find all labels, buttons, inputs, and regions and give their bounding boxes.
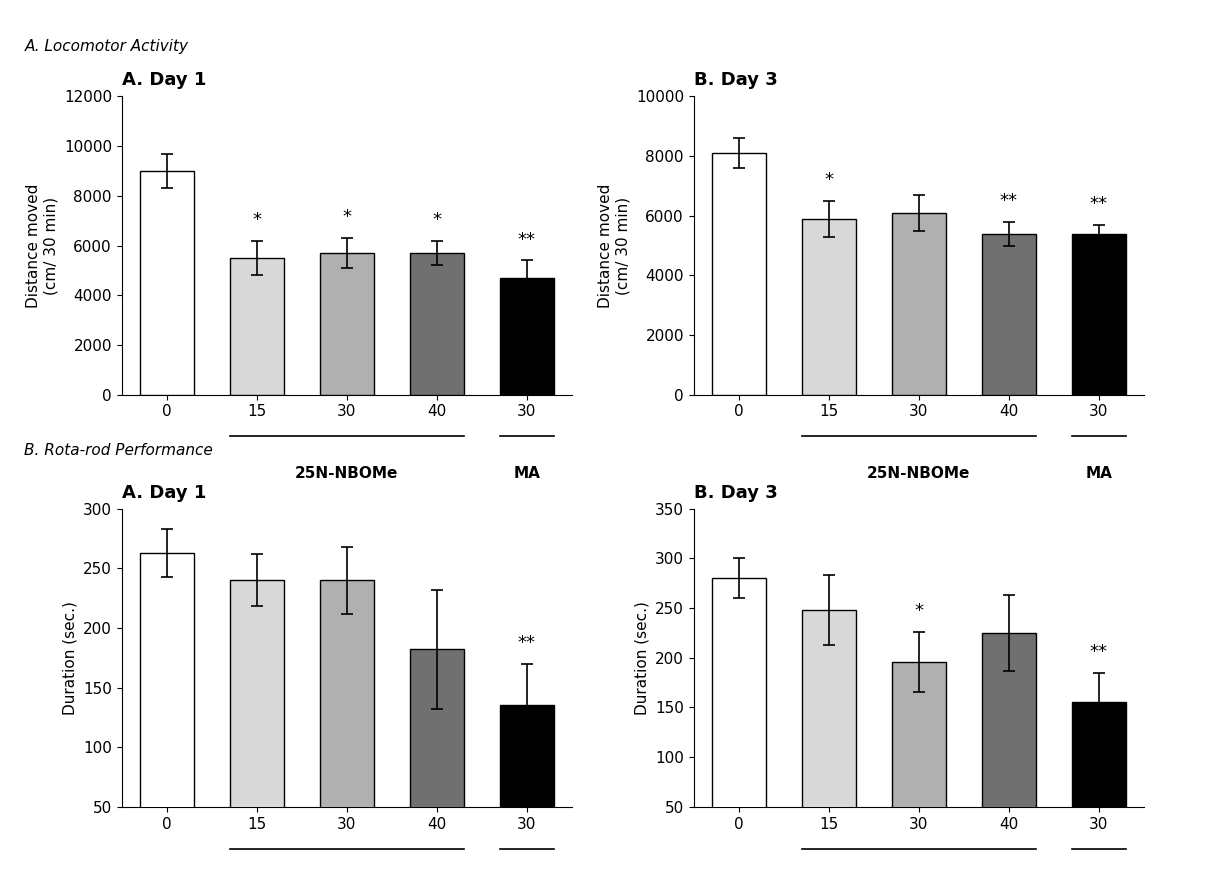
Bar — [982, 633, 1036, 857]
Text: MA: MA — [1086, 467, 1112, 481]
Bar — [320, 253, 374, 395]
Y-axis label: Distance moved
(cm/ 30 min): Distance moved (cm/ 30 min) — [26, 183, 58, 308]
Text: B. Day 3: B. Day 3 — [694, 71, 778, 89]
Bar — [982, 233, 1036, 395]
Text: B. Day 3: B. Day 3 — [694, 483, 778, 502]
Bar — [140, 171, 194, 395]
Text: **: ** — [1000, 192, 1017, 210]
Text: MA: MA — [514, 467, 540, 481]
Text: *: * — [914, 602, 924, 620]
Text: *: * — [432, 210, 442, 229]
Text: *: * — [252, 210, 262, 229]
Bar — [500, 278, 554, 395]
Bar — [712, 153, 765, 395]
Bar — [410, 649, 464, 866]
Text: **: ** — [518, 634, 535, 652]
Bar — [1072, 702, 1126, 857]
Bar — [1072, 233, 1126, 395]
Bar — [410, 253, 464, 395]
Y-axis label: Duration (sec.): Duration (sec.) — [634, 601, 650, 715]
Bar — [802, 610, 856, 857]
Text: A. Day 1: A. Day 1 — [122, 483, 206, 502]
Bar — [892, 213, 946, 395]
Text: 25N-NBOMe: 25N-NBOMe — [296, 467, 398, 481]
Bar — [320, 581, 374, 866]
Text: B. Rota-rod Performance: B. Rota-rod Performance — [24, 443, 213, 458]
Bar — [712, 578, 765, 857]
Text: *: * — [342, 208, 352, 226]
Bar — [230, 258, 284, 395]
Bar — [892, 662, 946, 857]
Bar — [140, 553, 194, 866]
Text: **: ** — [1090, 643, 1107, 660]
Y-axis label: Duration (sec.): Duration (sec.) — [62, 601, 78, 715]
Text: **: ** — [518, 231, 535, 248]
Text: A. Locomotor Activity: A. Locomotor Activity — [24, 39, 189, 54]
Text: **: ** — [1090, 195, 1107, 213]
Text: A. Day 1: A. Day 1 — [122, 71, 206, 89]
Bar — [500, 705, 554, 866]
Y-axis label: Distance moved
(cm/ 30 min): Distance moved (cm/ 30 min) — [598, 183, 630, 308]
Bar — [230, 581, 284, 866]
Text: 25N-NBOMe: 25N-NBOMe — [868, 467, 970, 481]
Bar — [802, 218, 856, 395]
Text: *: * — [824, 171, 834, 189]
